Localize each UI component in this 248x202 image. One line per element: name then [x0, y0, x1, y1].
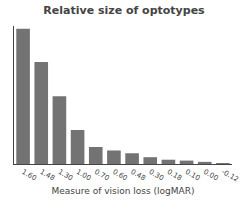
svg-text:-0.12: -0.12	[220, 168, 240, 184]
svg-text:0.30: 0.30	[148, 168, 166, 183]
svg-text:0.70: 0.70	[93, 168, 111, 183]
svg-text:1.30: 1.30	[57, 168, 75, 183]
svg-text:0.48: 0.48	[129, 168, 147, 183]
svg-text:Measure of vision loss (logMAR: Measure of vision loss (logMAR)	[52, 186, 195, 196]
svg-text:0.00: 0.00	[202, 168, 220, 183]
svg-text:0.18: 0.18	[166, 168, 184, 183]
svg-text:Relative size of optotypes: Relative size of optotypes	[43, 4, 205, 17]
svg-text:1.48: 1.48	[39, 168, 57, 183]
svg-text:0.10: 0.10	[184, 168, 202, 183]
svg-text:0.60: 0.60	[111, 168, 129, 183]
svg-text:1.00: 1.00	[75, 168, 93, 183]
svg-text:1.60: 1.60	[20, 168, 38, 183]
